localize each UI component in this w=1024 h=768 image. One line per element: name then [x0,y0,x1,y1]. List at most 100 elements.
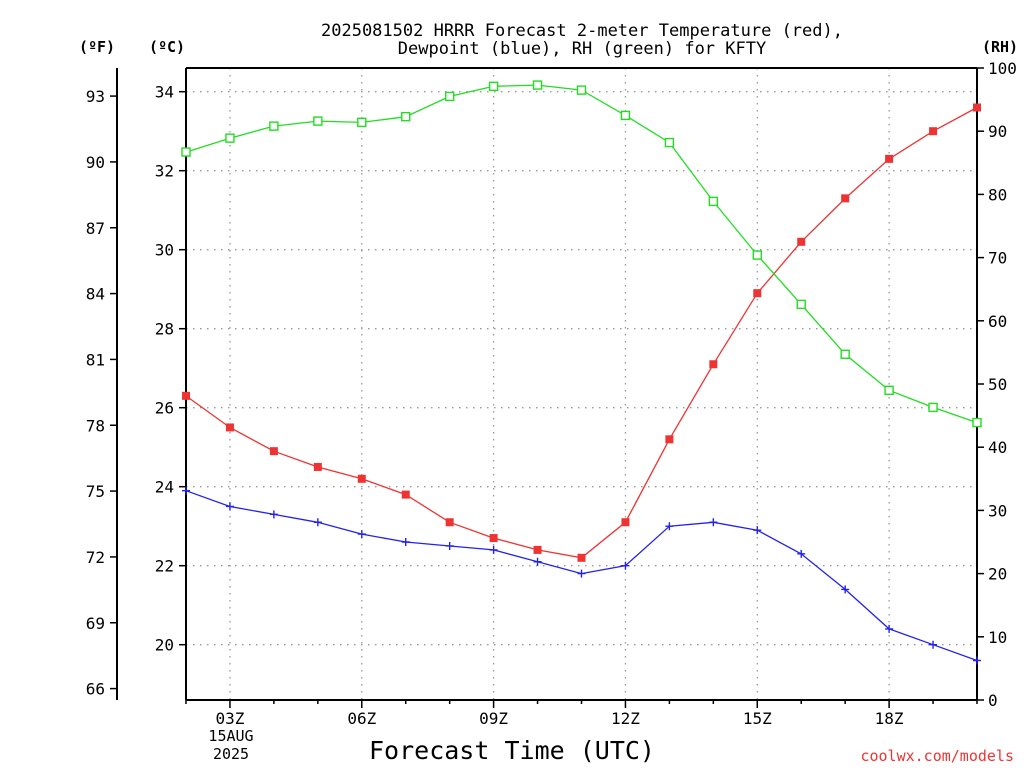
dewpoint-point [797,549,806,558]
fahrenheit-tick-label: 75 [86,482,105,501]
left-inner-axis-label: (ºC) [149,38,185,56]
rh-point [488,81,499,92]
rh-tick-label: 60 [988,312,1007,331]
chart-title: 2025081502 HRRR Forecast 2-meter Tempera… [321,21,843,41]
temperature-point [313,462,322,471]
rh-line [185,84,978,424]
dewpoint-point [929,640,938,649]
dewpoint-point [885,624,894,633]
dewpoint-point [313,518,322,527]
chart-subtitle: Dewpoint (blue), RH (green) for KFTY [398,39,766,59]
celsius-tick-label: 20 [155,636,174,655]
grid-lines [186,68,977,700]
temperature-point [929,127,938,136]
series-layer [181,80,982,665]
fahrenheit-tick-label: 81 [86,350,105,369]
celsius-tick-label: 22 [155,557,174,576]
dewpoint-point [401,538,410,546]
temperature-point [621,518,630,527]
temperature-point [753,289,762,298]
rh-point [972,417,982,428]
temperature-point [357,474,366,483]
celsius-tick-label: 26 [155,399,174,418]
rh-point [401,111,411,122]
rh-point [313,116,323,126]
rh-point [620,110,631,121]
dewpoint-point [709,518,718,527]
fahrenheit-tick-label: 69 [86,614,105,633]
dewpoint-point [489,545,498,554]
fahrenheit-tick-label: 93 [86,87,105,106]
temperature-point [182,391,190,400]
temperature-point [577,553,586,562]
dewpoint-point [973,656,981,665]
celsius-tick-label: 30 [155,241,174,260]
celsius-tick-label: 24 [155,478,174,497]
dewpoint-point [753,526,762,535]
fahrenheit-tick-label: 84 [86,285,105,304]
temperature-point [665,435,674,444]
rh-point [269,121,279,131]
x-tick-label: 06Z [347,709,376,728]
celsius-tick-label: 28 [155,320,174,339]
rh-tick-label: 80 [988,185,1007,204]
dewpoint-point [269,510,278,519]
temperature-point [489,534,498,543]
rh-tick-label: 0 [988,691,998,710]
rh-point [532,80,543,90]
axes: 66 69 72 75 78 81 84 87 90 93 20 22 24 26 28 30 32 34 0 10 2… [86,59,1017,728]
x-tick-label: 18Z [875,709,904,728]
rh-point [576,85,587,95]
rh-point [225,133,235,143]
x-date-label-day: 15AUG [208,727,253,745]
rh-point [752,250,762,260]
rh-tick-label: 50 [988,375,1007,394]
rh-tick-label: 10 [988,628,1007,647]
rh-point [181,147,191,157]
rh-point [796,299,806,310]
credit-text: coolwx.com/models [860,747,1014,765]
temperature-point [225,423,234,432]
dewpoint-point [841,585,850,594]
x-tick-label: 03Z [215,709,244,728]
temperature-point [797,237,806,246]
rh-tick-label: 100 [988,59,1017,78]
fahrenheit-tick-label: 78 [86,416,105,435]
x-date-label-year: 2025 [213,745,249,763]
rh-point [664,137,675,148]
dewpoint-point [445,541,454,550]
temperature-point [269,447,278,456]
dewpoint-point [533,557,542,566]
rh-tick-label: 20 [988,565,1007,584]
fahrenheit-tick-label: 72 [86,548,105,567]
fahrenheit-tick-label: 87 [86,219,105,238]
celsius-tick-label: 34 [155,83,174,102]
x-tick-label: 09Z [479,709,508,728]
temperature-point [401,490,410,499]
rh-tick-label: 90 [988,122,1007,141]
rh-point [357,117,367,128]
rh-tick-label: 40 [988,438,1007,457]
dewpoint-point [577,569,586,578]
celsius-tick-label: 32 [155,162,174,181]
temperature-point [885,154,894,163]
rh-point [708,196,719,207]
rh-point [840,349,850,359]
x-tick-label: 15Z [743,709,772,728]
x-tick-label: 12Z [611,709,640,728]
dewpoint-point [225,502,234,511]
rh-point [444,91,455,102]
x-axis-label: Forecast Time (UTC) [369,736,655,765]
temperature-point [709,360,718,369]
temperature-line [185,106,978,559]
fahrenheit-tick-label: 90 [86,153,105,172]
dewpoint-point [357,530,366,539]
rh-tick-label: 30 [988,501,1007,520]
temperature-point [841,194,850,203]
dewpoint-point [182,486,190,495]
temperature-point [973,103,981,112]
rh-tick-label: 70 [988,249,1007,268]
fahrenheit-tick-label: 66 [86,680,105,699]
rh-point [884,385,894,396]
